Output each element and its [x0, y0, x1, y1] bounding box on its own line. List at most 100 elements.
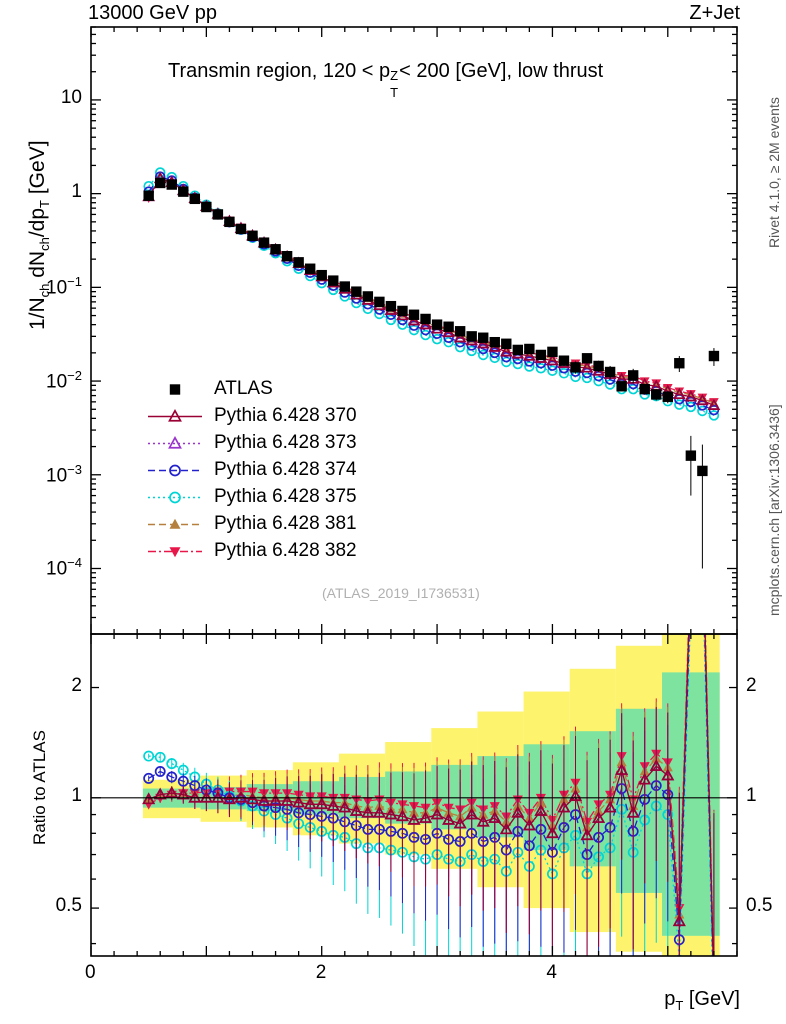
- data-point-marker: [522, 818, 536, 831]
- data-point-marker: [361, 805, 375, 818]
- data-point-marker: [189, 193, 201, 205]
- data-point-marker: [395, 809, 409, 822]
- data-point-marker: [686, 555, 696, 564]
- data-point-marker: [686, 562, 696, 571]
- data-point-marker: [349, 804, 363, 816]
- data-point-marker: [442, 812, 456, 825]
- data-point-marker: [420, 329, 431, 341]
- data-point-marker: [558, 355, 570, 366]
- data-point-marker: [649, 759, 663, 771]
- y-tick-label-main: 10−1: [46, 274, 82, 299]
- data-point-marker: [557, 800, 571, 813]
- data-point-marker: [384, 807, 398, 820]
- data-point-marker: [501, 351, 512, 363]
- data-point-marker: [257, 793, 271, 806]
- data-point-marker: [166, 758, 178, 770]
- data-point-marker: [523, 349, 536, 361]
- data-point-marker: [661, 768, 675, 781]
- data-point-marker: [234, 790, 248, 803]
- data-point-marker: [178, 186, 189, 197]
- data-point-marker: [293, 257, 304, 268]
- data-point-marker: [580, 828, 594, 841]
- data-point-marker: [673, 387, 686, 400]
- data-point-marker: [524, 343, 535, 355]
- data-point-marker: [304, 263, 316, 274]
- data-point-marker: [489, 336, 500, 348]
- y-tick-label-main: 10−3: [46, 461, 82, 487]
- data-point-marker: [709, 1002, 718, 1011]
- analysis-id-watermark: (ATLAS_2019_I1736531): [322, 585, 480, 601]
- data-point-marker: [547, 346, 558, 358]
- data-point-marker: [638, 772, 652, 785]
- data-point-marker: [303, 797, 317, 810]
- y-tick-label-ratio-right: 2: [746, 674, 757, 696]
- data-point-marker: [154, 766, 166, 777]
- legend-marker-circle-open-icon: [146, 484, 204, 511]
- legend-label: ATLAS: [214, 378, 273, 399]
- data-point-marker: [662, 391, 673, 402]
- legend-label: Pythia 6.428 373: [214, 432, 357, 453]
- data-point-marker: [169, 491, 181, 504]
- data-point-marker: [686, 551, 696, 560]
- data-point-marker: [615, 763, 629, 775]
- data-point-marker: [489, 347, 501, 359]
- data-point-marker: [709, 984, 719, 993]
- data-point-marker: [466, 345, 477, 357]
- legend-label: Pythia 6.428 382: [214, 540, 357, 561]
- data-point-marker: [708, 404, 720, 416]
- data-point-marker: [247, 230, 258, 241]
- data-point-marker: [686, 562, 696, 571]
- data-point-marker: [270, 244, 281, 255]
- data-point-marker: [281, 250, 293, 262]
- data-point-marker: [166, 179, 177, 190]
- data-point-marker: [351, 286, 362, 297]
- data-point-marker: [708, 410, 720, 421]
- y-tick-label-main: 10−2: [46, 368, 82, 393]
- legend-marker-triangle-up-open-icon: [146, 430, 204, 457]
- data-point-marker: [627, 383, 639, 395]
- data-point-marker: [684, 389, 698, 402]
- data-point-marker: [478, 332, 489, 343]
- data-point-marker: [512, 344, 524, 356]
- data-point-marker: [408, 309, 420, 320]
- data-point-marker: [201, 201, 212, 213]
- y-tick-label-ratio: 1: [71, 784, 82, 806]
- legend-label: Pythia 6.428 375: [214, 486, 357, 507]
- legend-label: Pythia 6.428 374: [214, 459, 357, 480]
- data-point-marker: [316, 269, 327, 281]
- data-point-marker: [372, 805, 386, 818]
- data-point-marker: [430, 807, 444, 820]
- data-point-marker: [420, 313, 431, 325]
- data-point-marker: [524, 361, 535, 372]
- data-point-marker: [453, 330, 467, 343]
- data-point-marker: [476, 336, 490, 349]
- ratio-band-inner: [431, 764, 478, 830]
- data-point-marker: [570, 362, 581, 373]
- data-point-marker: [338, 800, 352, 813]
- data-point-marker: [697, 405, 708, 417]
- series-line: [148, 171, 715, 417]
- header-process-label: Z+Jet: [689, 2, 740, 24]
- data-point-marker: [626, 805, 640, 818]
- data-point-marker: [420, 324, 431, 336]
- ratio-panel-series: [142, 551, 719, 1011]
- data-point-marker: [674, 358, 685, 369]
- data-point-marker: [258, 237, 270, 248]
- data-point-marker: [224, 216, 235, 228]
- data-point-marker: [581, 372, 593, 384]
- data-point-marker: [477, 349, 489, 361]
- data-point-marker: [443, 336, 454, 348]
- data-point-marker: [685, 401, 697, 413]
- data-point-marker: [153, 787, 167, 800]
- data-point-marker: [154, 751, 166, 763]
- data-point-marker: [686, 583, 695, 592]
- data-point-marker: [709, 979, 719, 988]
- data-point-marker: [169, 518, 181, 529]
- data-point-marker: [511, 805, 525, 818]
- y-tick-label-main: 10−4: [46, 555, 82, 580]
- x-tick-label: 2: [315, 962, 327, 983]
- data-point-marker: [407, 313, 421, 326]
- data-point-marker: [500, 345, 513, 357]
